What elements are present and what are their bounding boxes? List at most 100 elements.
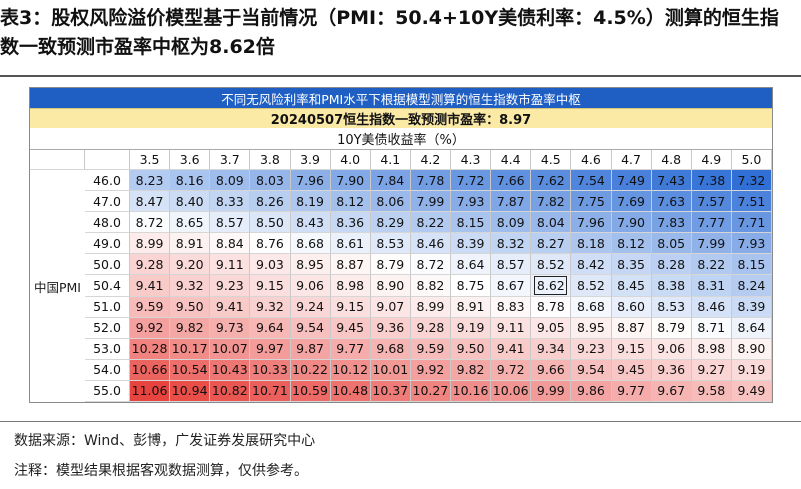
heatmap-cell: 9.49 bbox=[731, 380, 772, 402]
y-tick-label: 51.0 bbox=[85, 296, 130, 318]
heatmap-cell: 9.32 bbox=[170, 275, 211, 297]
heatmap-cell: 8.46 bbox=[410, 233, 451, 255]
heatmap-cell: 8.84 bbox=[210, 233, 251, 255]
heatmap-cell: 8.26 bbox=[250, 191, 291, 213]
heatmap-cell: 8.90 bbox=[731, 338, 772, 360]
heatmap-cell: 9.19 bbox=[451, 317, 492, 339]
heatmap-cell: 8.64 bbox=[451, 254, 492, 276]
heatmap-cell: 8.79 bbox=[651, 317, 692, 339]
x-axis-unit-label: 10Y美债收益率（%） bbox=[30, 128, 772, 150]
x-tick-label: 3.6 bbox=[170, 150, 211, 170]
heatmap-cell: 8.65 bbox=[170, 212, 211, 234]
heatmap-cell: 8.52 bbox=[531, 254, 572, 276]
heatmap-cell: 7.69 bbox=[611, 191, 652, 213]
heatmap-cell: 8.31 bbox=[691, 275, 732, 297]
y-axis-label: 中国PMI bbox=[30, 170, 86, 402]
heatmap-cell: 8.61 bbox=[330, 233, 371, 255]
heatmap-cell: 9.41 bbox=[130, 275, 171, 297]
heatmap-cell: 8.95 bbox=[571, 317, 612, 339]
heatmap-cell: 8.76 bbox=[250, 233, 291, 255]
y-tick-label: 46.0 bbox=[85, 170, 130, 192]
heatmap-cell: 8.68 bbox=[290, 233, 331, 255]
heatmap-cell: 10.54 bbox=[170, 359, 211, 381]
heatmap-cell: 7.75 bbox=[571, 191, 612, 213]
heatmap-cell: 8.33 bbox=[210, 191, 251, 213]
heatmap-cell: 8.16 bbox=[170, 170, 211, 192]
heatmap-cell: 9.58 bbox=[691, 380, 732, 402]
heatmap-cell: 8.98 bbox=[330, 275, 371, 297]
heatmap-cell: 7.78 bbox=[410, 170, 451, 192]
heatmap-cell: 8.43 bbox=[290, 212, 331, 234]
heatmap-cell: 8.28 bbox=[651, 254, 692, 276]
heatmap-cell: 8.45 bbox=[611, 275, 652, 297]
heatmap-cell: 10.27 bbox=[410, 380, 451, 402]
heatmap-cell: 8.99 bbox=[410, 296, 451, 318]
heatmap-cell: 9.36 bbox=[651, 359, 692, 381]
heatmap-cell: 7.49 bbox=[611, 170, 652, 192]
heatmap-cell: 8.42 bbox=[571, 254, 612, 276]
heatmap-cell: 7.71 bbox=[731, 212, 772, 234]
heatmap-cell: 8.09 bbox=[210, 170, 251, 192]
heatmap-cell: 9.11 bbox=[491, 317, 532, 339]
heatmap-cell: 7.82 bbox=[531, 191, 572, 213]
heatmap-cell: 8.98 bbox=[691, 338, 732, 360]
heatmap-cell: 7.93 bbox=[731, 233, 772, 255]
heatmap-cell: 10.17 bbox=[170, 338, 211, 360]
heatmap-cell: 8.87 bbox=[611, 317, 652, 339]
heatmap-cell: 9.28 bbox=[410, 317, 451, 339]
heatmap-cell: 8.60 bbox=[611, 296, 652, 318]
heatmap-cell: 9.45 bbox=[330, 317, 371, 339]
heatmap-cell: 8.15 bbox=[731, 254, 772, 276]
heatmap-cell: 9.15 bbox=[330, 296, 371, 318]
heatmap-cell: 7.90 bbox=[611, 212, 652, 234]
x-tick-label: 4.3 bbox=[451, 150, 492, 170]
heatmap-cell: 8.15 bbox=[451, 212, 492, 234]
heatmap-cell: 7.84 bbox=[370, 170, 411, 192]
heatmap-table: 不同无风险利率和PMI水平下根据模型测算的恒生指数市盈率中枢 20240507恒… bbox=[29, 87, 773, 403]
heatmap-cell: 7.57 bbox=[691, 191, 732, 213]
heatmap-cell: 9.77 bbox=[330, 338, 371, 360]
heatmap-cell: 10.37 bbox=[370, 380, 411, 402]
heatmap-cell: 8.39 bbox=[451, 233, 492, 255]
heatmap-cell: 7.93 bbox=[451, 191, 492, 213]
heatmap-cell: 7.66 bbox=[491, 170, 532, 192]
x-tick-label: 4.1 bbox=[370, 150, 411, 170]
heatmap-cell: 7.51 bbox=[731, 191, 772, 213]
y-tick-label: 47.0 bbox=[85, 191, 130, 213]
heatmap-cell: 8.29 bbox=[370, 212, 411, 234]
heatmap-cell: 8.95 bbox=[290, 254, 331, 276]
heatmap-cell: 9.50 bbox=[170, 296, 211, 318]
heatmap-cell: 8.99 bbox=[130, 233, 171, 255]
y-tick-label: 53.0 bbox=[85, 338, 130, 360]
heatmap-cell: 9.05 bbox=[531, 317, 572, 339]
heatmap-cell: 8.75 bbox=[451, 275, 492, 297]
heatmap-cell: 9.36 bbox=[370, 317, 411, 339]
heatmap-cell: 9.86 bbox=[571, 380, 612, 402]
heatmap-cell: 9.41 bbox=[491, 338, 532, 360]
x-tick-label: 4.8 bbox=[651, 150, 692, 170]
x-tick-label: 4.7 bbox=[611, 150, 652, 170]
heatmap-cell: 9.23 bbox=[210, 275, 251, 297]
heatmap-cell: 8.47 bbox=[130, 191, 171, 213]
heatmap-cell: 8.12 bbox=[611, 233, 652, 255]
heatmap-cell: 8.23 bbox=[130, 170, 171, 192]
heatmap-cell: 11.06 bbox=[130, 380, 171, 402]
heatmap-cell: 7.38 bbox=[691, 170, 732, 192]
heatmap-cell: 7.99 bbox=[691, 233, 732, 255]
heatmap-grid: 中国PMI 3.5 3.6 3.7 3.8 3.9 4.0 4.1 4.2 4.3 4.4 4.5 4… bbox=[30, 150, 772, 402]
table-subheader: 20240507恒生指数一致预测市盈率：8.97 bbox=[30, 108, 772, 129]
heatmap-cell: 9.07 bbox=[370, 296, 411, 318]
heatmap-cell: 8.72 bbox=[410, 254, 451, 276]
heatmap-cell: 7.99 bbox=[410, 191, 451, 213]
heatmap-cell: 8.72 bbox=[130, 212, 171, 234]
heatmap-cell: 10.06 bbox=[491, 380, 532, 402]
heatmap-cell: 10.71 bbox=[250, 380, 291, 402]
heatmap-cell: 9.19 bbox=[731, 359, 772, 381]
heatmap-cell: 9.68 bbox=[370, 338, 411, 360]
x-tick-label: 5.0 bbox=[731, 150, 772, 170]
highlighted-cell: 8.62 bbox=[531, 275, 572, 297]
heatmap-cell: 8.38 bbox=[651, 275, 692, 297]
heatmap-cell: 10.59 bbox=[290, 380, 331, 402]
heatmap-cell: 9.34 bbox=[531, 338, 572, 360]
heatmap-cell: 8.87 bbox=[330, 254, 371, 276]
